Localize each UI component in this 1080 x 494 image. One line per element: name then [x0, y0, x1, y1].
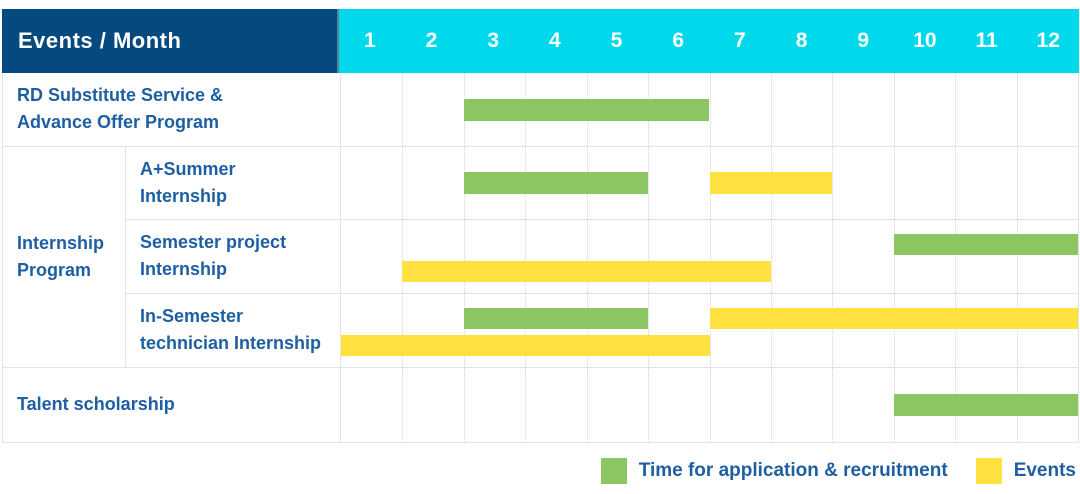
timeline	[341, 293, 1078, 367]
month-gridline	[832, 293, 834, 367]
group-label: Internship Program	[3, 146, 126, 367]
row-label: RD Substitute Service & Advance Offer Pr…	[3, 73, 341, 146]
timeline	[341, 220, 1078, 293]
month-gridline	[525, 368, 527, 442]
month-gridline	[463, 293, 465, 367]
legend-swatch-application	[600, 458, 627, 484]
schedule-row: Semester project Internship	[126, 220, 1078, 294]
month-gridline	[893, 220, 895, 293]
legend-label: Time for application & recruitment	[638, 460, 948, 481]
gantt-bar-event	[709, 307, 1078, 329]
month-header-cell: 11	[975, 29, 998, 52]
month-gridline	[893, 146, 895, 219]
month-gridline	[402, 368, 404, 442]
gantt-bar-application	[463, 172, 649, 194]
month-header-cell: 10	[913, 29, 937, 52]
month-gridline	[1016, 220, 1018, 293]
month-gridline	[770, 368, 772, 442]
month-gridline	[709, 293, 711, 367]
month-header-cell: 3	[487, 29, 500, 52]
row-label: Semester project Internship	[126, 220, 341, 293]
timeline	[341, 368, 1078, 442]
month-gridline	[402, 146, 404, 219]
month-header-cell: 8	[795, 29, 808, 52]
gantt-bar-event	[402, 261, 771, 282]
gantt-bar-application	[463, 307, 649, 329]
gantt-bar-application	[893, 393, 1078, 416]
timeline	[341, 146, 1078, 219]
month-gridline	[832, 220, 834, 293]
month-gridline	[955, 293, 957, 367]
schedule-row: In-Semester technician Internship	[126, 293, 1078, 367]
month-gridline	[709, 368, 711, 442]
month-gridline	[402, 293, 404, 367]
month-gridline	[832, 146, 834, 219]
legend: Time for application & recruitment Events	[573, 458, 1076, 484]
row-label: Talent scholarship	[3, 368, 341, 442]
month-gridline	[1016, 73, 1018, 146]
month-gridline	[770, 293, 772, 367]
month-gridline	[893, 293, 895, 367]
month-gridline	[463, 220, 465, 293]
table-body: RD Substitute Service & Advance Offer Pr…	[2, 73, 1079, 443]
month-gridline	[1016, 146, 1018, 219]
month-gridline	[832, 73, 834, 146]
month-gridline	[893, 73, 895, 146]
month-gridline	[402, 220, 404, 293]
month-gridline	[525, 220, 527, 293]
month-gridline	[832, 368, 834, 442]
month-header-cell: 1	[363, 29, 376, 52]
month-header: 1 2 3 4 5 6 7 8 9 10 11 12	[339, 9, 1079, 73]
month-gridline	[586, 293, 588, 367]
gantt-bar-application	[893, 234, 1078, 255]
month-header-cell: 6	[672, 29, 685, 52]
month-gridline	[648, 220, 650, 293]
month-gridline	[770, 73, 772, 146]
month-header-cell: 2	[425, 29, 438, 52]
group-row: Internship Program A+Summer Internship Sem…	[3, 146, 1078, 368]
month-gridline	[525, 293, 527, 367]
month-header-cell: 7	[734, 29, 746, 52]
month-gridline	[955, 73, 957, 146]
row-label: In-Semester technician Internship	[126, 293, 341, 367]
month-header-cell: 12	[1036, 29, 1060, 52]
events-month-header-cell: Events / Month	[2, 9, 339, 73]
group-sub-rows: A+Summer Internship Semester project Inte…	[126, 146, 1078, 367]
month-gridline	[648, 293, 650, 367]
month-gridline	[586, 220, 588, 293]
legend-item: Events	[975, 458, 1076, 484]
gantt-bar-application	[463, 98, 710, 121]
month-gridline	[648, 146, 650, 219]
legend-item: Time for application & recruitment	[600, 458, 948, 484]
month-gridline	[770, 220, 772, 293]
schedule-row: Talent scholarship	[3, 368, 1078, 442]
month-gridline	[709, 73, 711, 146]
schedule-row: RD Substitute Service & Advance Offer Pr…	[3, 73, 1078, 147]
month-gridline	[463, 368, 465, 442]
month-gridline	[586, 368, 588, 442]
month-header-cell: 5	[610, 29, 623, 52]
month-header-cell: 4	[549, 29, 561, 52]
schedule-table: Events / Month 1 2 3 4 5 6 7 8 9 10 11 12 RD Substi…	[2, 9, 1079, 443]
month-gridline	[709, 220, 711, 293]
month-gridline	[955, 220, 957, 293]
month-gridline	[955, 146, 957, 219]
schedule-row: A+Summer Internship	[126, 146, 1078, 220]
legend-label: Events	[1013, 460, 1076, 481]
month-header-cell: 9	[857, 29, 870, 52]
month-gridline	[402, 73, 404, 146]
month-gridline	[1016, 293, 1018, 367]
gantt-bar-event	[341, 334, 710, 356]
table-header-row: Events / Month 1 2 3 4 5 6 7 8 9 10 11 12	[2, 9, 1079, 73]
row-label: A+Summer Internship	[126, 146, 341, 219]
timeline	[341, 73, 1078, 146]
month-gridline	[648, 368, 650, 442]
gantt-bar-event	[709, 172, 833, 194]
legend-swatch-event	[975, 458, 1002, 484]
